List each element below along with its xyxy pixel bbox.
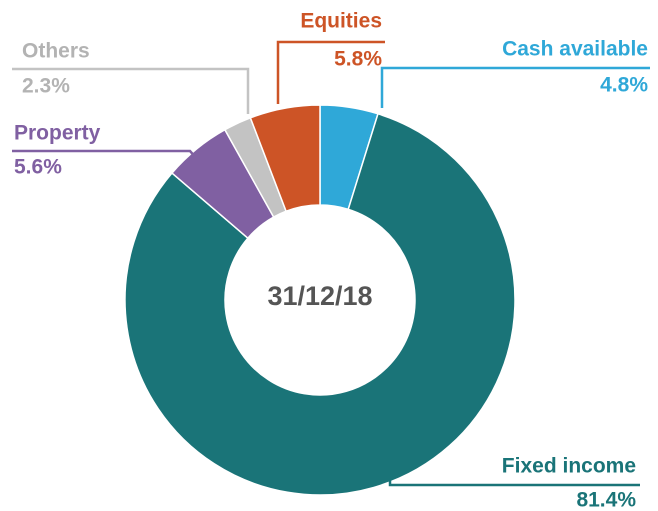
value-label: 81.4% (576, 489, 636, 511)
value-label: 2.3% (22, 75, 70, 98)
leader-line (276, 40, 385, 104)
value-label: 5.8% (334, 48, 382, 71)
legend-label: Fixed income (502, 455, 636, 478)
donut-slice (249, 104, 321, 213)
legend-label: Others (22, 40, 90, 63)
leader-line (380, 66, 650, 108)
donut-slice (124, 112, 516, 496)
leader-line (12, 149, 206, 169)
legend-label: Cash available (502, 38, 648, 61)
leader-line (12, 67, 250, 114)
value-label: 5.6% (14, 156, 62, 179)
value-label: 4.8% (600, 74, 648, 97)
legend-label: Equities (300, 10, 382, 33)
leader-line (388, 470, 640, 487)
center-label: 31/12/18 (267, 281, 372, 311)
legend-label: Property (14, 122, 101, 145)
